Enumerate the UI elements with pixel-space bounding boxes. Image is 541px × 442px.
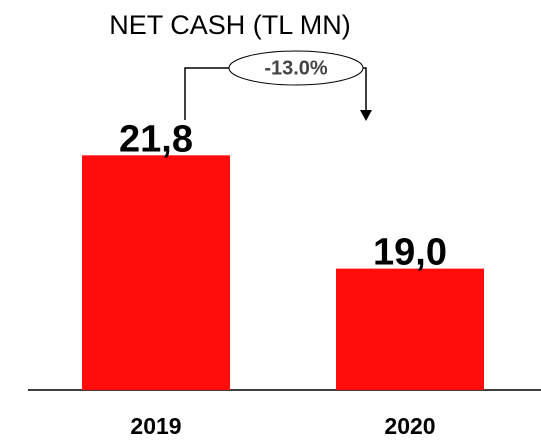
bar xyxy=(82,155,230,390)
x-tick-label: 2020 xyxy=(384,413,435,439)
x-tick-label: 2019 xyxy=(130,413,181,439)
annotation-bubble xyxy=(228,50,364,86)
connector xyxy=(184,67,230,120)
arrow-head xyxy=(360,110,372,121)
annotation: -13.0% xyxy=(264,57,328,79)
chart-title: NET CASH (TL MN) xyxy=(109,10,351,40)
bar xyxy=(336,268,484,390)
connector xyxy=(362,67,367,112)
value-label: 21,8 xyxy=(119,118,193,160)
value-label: 19,0 xyxy=(373,232,447,274)
